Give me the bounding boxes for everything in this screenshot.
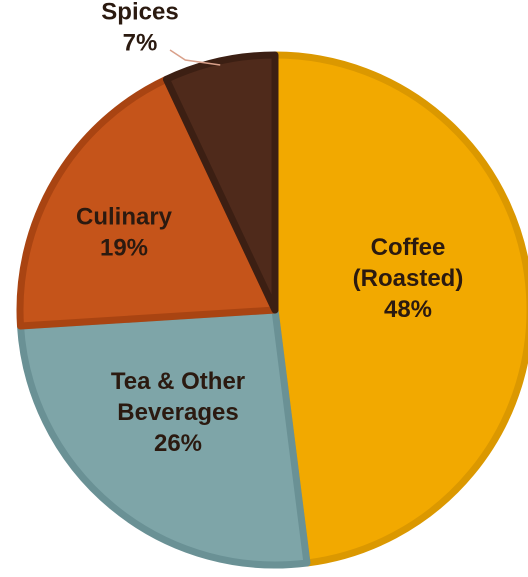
data-label-culinary: Culinary 19% <box>76 204 173 262</box>
pie-slice-coffee-roasted <box>271 51 528 567</box>
pie-slice-culinary <box>16 75 279 330</box>
leader-line-spices <box>169 49 221 66</box>
pie-slices <box>16 51 528 569</box>
pie-slice-spices <box>162 51 279 314</box>
pie-labels: Coffee (Roasted) 48% Tea & Other Beverages 26… <box>76 0 463 457</box>
data-label-coffee-roasted: Coffee (Roasted) 48% <box>353 234 464 323</box>
data-label-tea-other-beverages: Tea & Other Beverages 26% <box>111 368 245 457</box>
pie-slice-tea-other-beverages <box>17 306 311 569</box>
data-label-spices: Spices 7% <box>101 0 178 57</box>
